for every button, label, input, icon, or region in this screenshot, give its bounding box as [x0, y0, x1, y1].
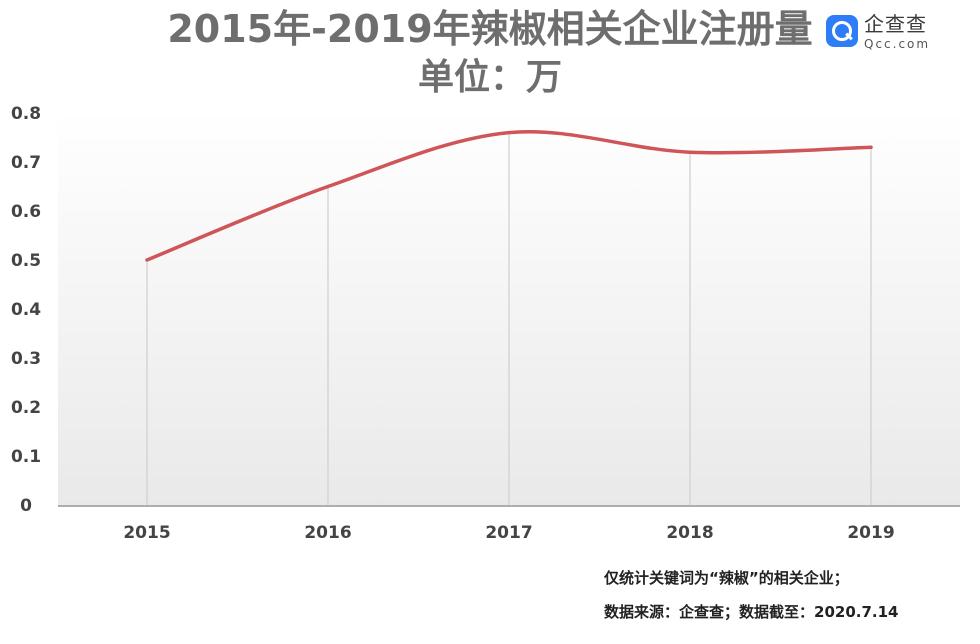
x-tick-label: 2015 — [123, 523, 170, 543]
logo-brand-en: Qcc.com — [864, 37, 931, 51]
y-tick-label: 0.5 — [11, 251, 41, 271]
y-tick-label: 0.6 — [11, 202, 41, 222]
data-point — [688, 150, 692, 154]
x-tick-label: 2017 — [485, 523, 532, 543]
y-tick-label: 0.2 — [11, 398, 41, 418]
x-tick-label: 2018 — [666, 523, 713, 543]
chart-title: 2015年-2019年辣椒相关企业注册量 — [167, 7, 813, 51]
data-point — [326, 185, 330, 188]
y-tick-label: 0.3 — [11, 349, 41, 369]
logo-brand-cn: 企查查 — [864, 12, 927, 36]
chart-unit-subtitle: 单位：万 — [417, 57, 562, 98]
x-tick-label: 2019 — [847, 523, 894, 543]
data-point — [507, 131, 511, 135]
data-point — [869, 145, 873, 149]
qcc-logo-icon — [826, 15, 858, 47]
y-tick-label: 0 — [20, 496, 32, 516]
y-tick-label: 0.7 — [11, 153, 41, 173]
x-tick-label: 2016 — [304, 523, 351, 543]
data-point — [145, 258, 149, 262]
qcc-logo: 企查查 Qcc.com — [826, 12, 946, 56]
y-tick-label: 0.4 — [11, 300, 41, 320]
footnote-source: 数据来源：企查查；数据截至：2020.7.14 — [604, 603, 899, 621]
footnote-scope: 仅统计关键词为“辣椒”的相关企业； — [604, 569, 849, 587]
y-tick-label: 0.1 — [11, 447, 41, 467]
y-tick-label: 0.8 — [11, 104, 41, 124]
